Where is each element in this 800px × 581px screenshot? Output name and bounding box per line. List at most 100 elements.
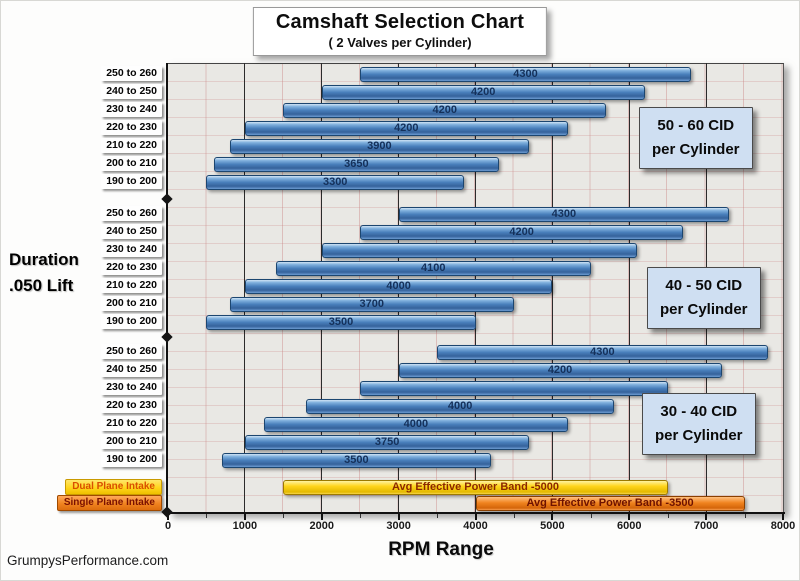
cid-legend-line: 30 - 40 CID [660,403,738,420]
category-label: 210 to 220 [101,138,162,153]
category-label: 220 to 230 [101,120,162,135]
x-tick-7000 [705,514,708,520]
cid-legend-line: per Cylinder [655,427,743,444]
category-label: 250 to 260 [101,206,162,221]
bar-value-label: 4200 [432,104,457,116]
category-label: 230 to 240 [101,102,162,117]
bar-value-label: 4300 [551,208,577,220]
single-plane-power-band: Avg Effective Power Band -3500 [475,496,745,511]
x-tick-label-6000: 6000 [617,520,642,532]
bar-value-label: 4200 [509,226,534,238]
x-minor-tick-7500 [744,514,746,518]
category-label: 220 to 230 [101,260,162,275]
x-minor-tick-4500 [513,514,515,518]
range-bar: 4200 [360,225,684,240]
chart-subtitle: ( 2 Valves per Cylinder) [328,35,472,50]
bar-value-label: 3500 [344,454,369,466]
range-bar: 3650 [214,157,499,172]
cid-legend-line: per Cylinder [660,301,748,318]
bar-value-label: 4000 [447,400,473,412]
range-bar: 4200 [283,103,607,118]
x-minor-tick-2500 [360,514,362,518]
category-label: 200 to 210 [101,156,162,171]
range-bar: 4100 [275,261,591,276]
range-bar: 4300 [437,345,768,360]
range-bar: 4300 [360,67,691,82]
x-tick-8000 [782,514,784,520]
category-label: 200 to 210 [101,434,162,449]
range-bar [321,243,637,258]
x-tick-4000 [474,514,477,520]
x-tick-1000 [243,514,246,520]
chart-title-box: Camshaft Selection Chart ( 2 Valves per … [252,7,548,56]
x-tick-label-8000: 8000 [770,520,796,532]
range-bar: 4300 [398,207,730,222]
x-tick-6000 [628,514,631,520]
dual-plane-intake-tag: Dual Plane Intake [65,479,162,495]
category-label: 190 to 200 [101,314,162,329]
y-axis-title-line2: .050 Lift [9,275,74,295]
x-tick-label-5000: 5000 [540,520,565,532]
range-bar: 4000 [306,399,614,414]
bar-value-label: 4300 [513,68,538,80]
range-bar: 3500 [206,315,476,330]
bar-value-label: 4200 [394,122,419,134]
category-label: 200 to 210 [101,296,162,311]
bar-value-label: 3650 [344,158,369,170]
gridline-6000 [628,63,630,513]
category-label: 230 to 240 [101,380,162,395]
x-tick-2000 [320,514,323,520]
category-label: 240 to 250 [101,84,162,99]
bar-value-label: 3700 [359,298,384,310]
x-minor-tick-5500 [590,514,592,518]
gridline-5000 [551,63,553,513]
x-tick-3000 [397,514,400,520]
cid-legend-line: 40 - 50 CID [665,277,743,294]
category-label: 210 to 220 [101,278,162,293]
category-label: 240 to 250 [101,362,162,377]
x-minor-tick-3500 [437,514,439,518]
x-tick-label-7000: 7000 [693,520,719,532]
y-axis-title-line1: Duration [9,250,79,269]
x-axis-title: RPM Range [388,539,494,560]
category-label: 240 to 250 [101,224,162,239]
bar-value-label: 4200 [470,86,496,98]
bar-value-label: 4200 [547,364,573,376]
single-plane-intake-tag: Single Plane Intake [56,495,162,511]
power-band-label: Avg Effective Power Band -3500 [526,497,694,509]
x-tick-label-2000: 2000 [309,520,334,532]
range-bar: 4200 [321,85,645,100]
cid-legend-line: 50 - 60 CID [657,117,735,134]
x-tick-label-1000: 1000 [232,520,258,532]
cid-legend-box: 30 - 40 CID per Cylinder [642,393,756,455]
x-tick-label-3000: 3000 [386,520,411,532]
bar-value-label: 3750 [374,436,400,448]
x-tick-label-4000: 4000 [463,520,488,532]
bar-value-label: 3300 [322,176,348,188]
category-label: 220 to 230 [101,398,162,413]
range-bar: 3700 [229,297,514,312]
range-bar: 3900 [229,139,530,154]
x-axis-line [166,512,785,514]
x-tick-5000 [551,514,554,520]
range-bar: 3750 [244,435,530,450]
bar-value-label: 4100 [420,262,446,274]
bar-value-label: 4300 [590,346,615,358]
category-label: 250 to 260 [101,344,162,359]
category-label: 210 to 220 [101,416,162,431]
range-bar: 4200 [244,121,568,136]
x-tick-0 [167,514,169,520]
y-axis-title: Duration .050 Lift [9,247,79,298]
x-minor-tick-1500 [283,514,285,518]
range-bar: 4000 [244,279,553,294]
site-watermark: GrumpysPerformance.com [7,553,169,568]
range-bar: 4000 [264,417,568,432]
category-label: 190 to 200 [101,452,162,467]
bar-value-label: 3500 [328,316,354,328]
power-band-label: Avg Effective Power Band -5000 [391,481,560,493]
cid-legend-box: 50 - 60 CID per Cylinder [639,107,753,169]
category-label: 190 to 200 [101,174,162,189]
range-bar: 3500 [221,453,491,468]
x-tick-label-0: 0 [164,520,172,532]
